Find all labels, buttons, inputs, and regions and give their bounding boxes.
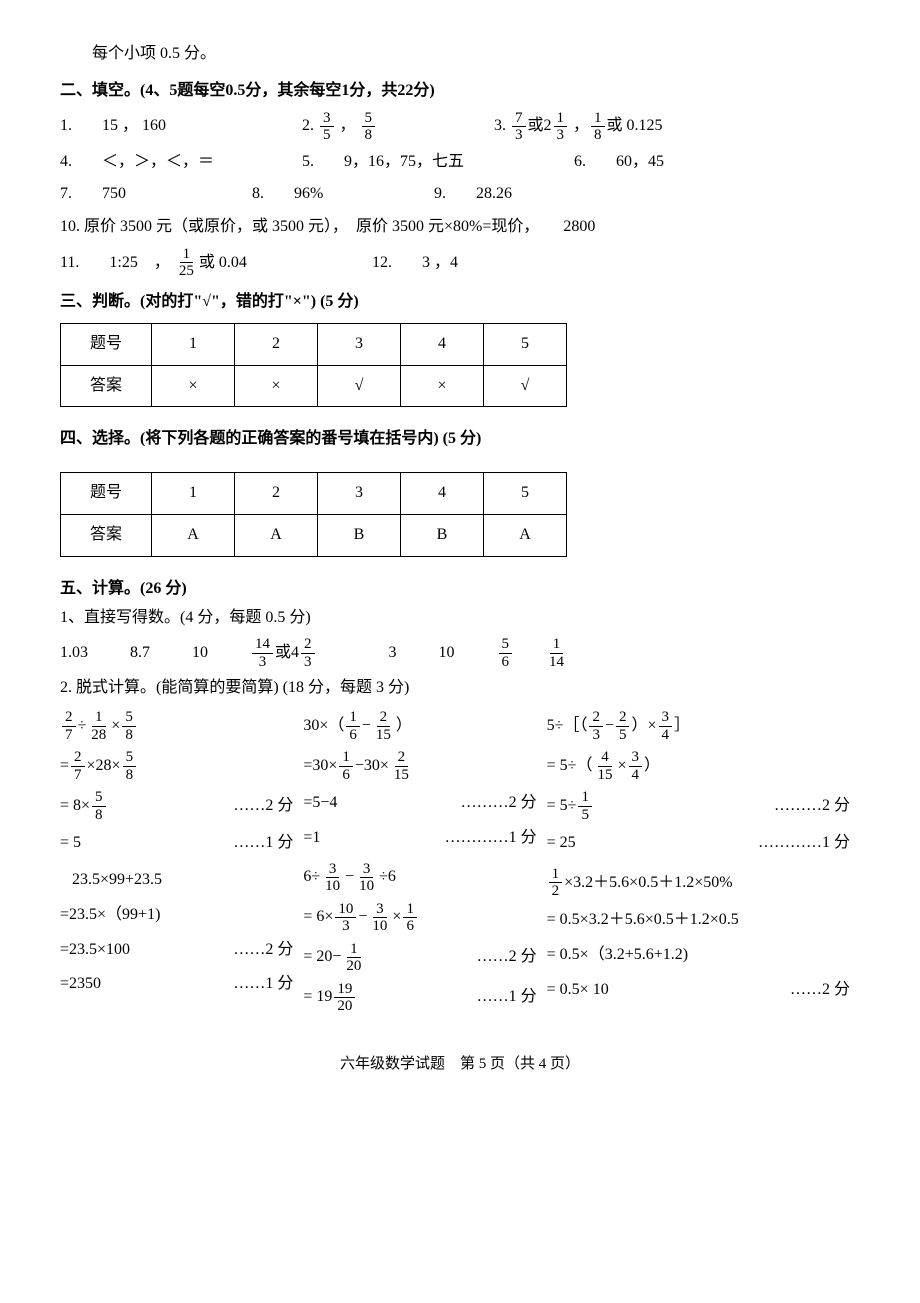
frac-3-5: 35 bbox=[320, 110, 334, 144]
a1: × bbox=[152, 365, 235, 407]
q2-label: 2. bbox=[302, 112, 314, 141]
worked-problems: 27 ÷ 128 × 58 = 27 ×28× 58 = 8× 58 ……2 分… bbox=[60, 703, 860, 1021]
q11-a: 1:25 ， bbox=[109, 249, 169, 278]
q12-text: 3 ，4 bbox=[422, 249, 458, 278]
arow-cell: 答案 bbox=[61, 514, 152, 556]
col-a: 27 ÷ 128 × 58 = 27 ×28× 58 = 8× 58 ……2 分… bbox=[60, 703, 303, 1021]
direct-answers: 1.03 8.7 10 143 或 4 23 3 10 56 114 bbox=[60, 636, 860, 670]
frac-7-3: 73 bbox=[512, 110, 526, 144]
q8-label: 8. bbox=[252, 180, 264, 209]
n3: 3 bbox=[318, 323, 401, 365]
q10-label: 10. bbox=[60, 213, 80, 242]
q11-label: 11. bbox=[60, 249, 79, 278]
col-b: 30×（ 16 − 215 ） =30× 16 −30× 215 =5−4………… bbox=[303, 703, 546, 1021]
q7-q9-row: 7. 750 8. 96% 9. 28.26 bbox=[60, 180, 860, 209]
sub1-head: 1、直接写得数。(4 分，每题 0.5 分) bbox=[60, 604, 860, 633]
a5: √ bbox=[484, 365, 567, 407]
n2: 2 bbox=[235, 323, 318, 365]
q4-label: 4. bbox=[60, 148, 72, 177]
sub2-head: 2. 脱式计算。(能简算的要简算) (18 分，每题 3 分) bbox=[60, 674, 860, 703]
a4: B bbox=[401, 514, 484, 556]
frac-14-3: 143 bbox=[252, 636, 273, 670]
q1-a: 15 bbox=[102, 112, 118, 141]
page-footer: 六年级数学试题 第 5 页（共 4 页） bbox=[60, 1051, 860, 1078]
a1: A bbox=[152, 514, 235, 556]
frac-1-8: 18 bbox=[591, 110, 605, 144]
q4-q6-row: 4. ＜，＞，＜，＝ 5. 9，16，75，七五 6. 60，45 bbox=[60, 148, 860, 177]
q6-label: 6. bbox=[574, 148, 586, 177]
hdr-cell: 题号 bbox=[61, 323, 152, 365]
q1-b: 160 bbox=[142, 112, 166, 141]
a3: B bbox=[318, 514, 401, 556]
top-note: 每个小项 0.5 分。 bbox=[92, 40, 860, 69]
d1: 1.03 bbox=[60, 639, 88, 668]
q10-row: 10. 原价 3500 元（或原价，或 3500 元）， 原价 3500 元×8… bbox=[60, 213, 860, 242]
section-3-head: 三、判断。(对的打"√"，错的打"×") (5 分) bbox=[60, 288, 860, 317]
a4: × bbox=[401, 365, 484, 407]
score-text: ……2 分 bbox=[213, 792, 293, 821]
n2: 2 bbox=[235, 473, 318, 515]
n5: 5 bbox=[484, 473, 567, 515]
d6: 10 bbox=[439, 639, 455, 668]
q9-text: 28.26 bbox=[476, 180, 512, 209]
d4-mw: 4 bbox=[291, 639, 299, 668]
q6-text: 60，45 bbox=[616, 148, 664, 177]
frac-5-6: 56 bbox=[499, 636, 513, 670]
q5-text: 9，16，75，七五 bbox=[344, 148, 464, 177]
a3: √ bbox=[318, 365, 401, 407]
q3-or: 或 bbox=[528, 112, 544, 141]
arow-cell: 答案 bbox=[61, 365, 152, 407]
n5: 5 bbox=[484, 323, 567, 365]
frac-1-3: 13 bbox=[554, 110, 568, 144]
q11-tail: 或 0.04 bbox=[199, 249, 247, 278]
q12-label: 12. bbox=[372, 249, 392, 278]
q8-text: 96% bbox=[294, 180, 323, 209]
q5-label: 5. bbox=[302, 148, 314, 177]
n4: 4 bbox=[401, 473, 484, 515]
q11-q12-row: 11. 1:25 ， 125 或 0.04 12. 3 ，4 bbox=[60, 246, 860, 280]
n1: 1 bbox=[152, 473, 235, 515]
section-4-head: 四、选择。(将下列各题的正确答案的番号填在括号内) (5 分) bbox=[60, 425, 860, 454]
section-2-head: 二、填空。(4、5题每空0.5分，其余每空1分，共22分) bbox=[60, 77, 860, 106]
q1-q3-row: 1. 15 ， 160 2. 35 ， 58 3. 73 或 2 13 ， 18… bbox=[60, 110, 860, 144]
q3-tail: 或 0.125 bbox=[607, 112, 663, 141]
d2: 8.7 bbox=[130, 639, 150, 668]
a5: A bbox=[484, 514, 567, 556]
table-choice: 题号 1 2 3 4 5 答案 A A B B A bbox=[60, 472, 567, 557]
q7-text: 750 bbox=[102, 180, 126, 209]
q3-mixed-whole: 2 bbox=[544, 112, 552, 141]
frac-2-3: 23 bbox=[301, 636, 315, 670]
n1: 1 bbox=[152, 323, 235, 365]
section-5-head: 五、计算。(26 分) bbox=[60, 575, 860, 604]
q3-label: 3. bbox=[494, 112, 506, 141]
q9-label: 9. bbox=[434, 180, 446, 209]
frac-1-14: 114 bbox=[546, 636, 567, 670]
q7-label: 7. bbox=[60, 180, 72, 209]
frac-1-25: 125 bbox=[176, 246, 197, 280]
d3: 10 bbox=[192, 639, 208, 668]
a2: × bbox=[235, 365, 318, 407]
n4: 4 bbox=[401, 323, 484, 365]
d5: 3 bbox=[389, 639, 397, 668]
frac-5-8: 58 bbox=[362, 110, 376, 144]
a2: A bbox=[235, 514, 318, 556]
q1-label: 1. bbox=[60, 112, 72, 141]
d4-or: 或 bbox=[275, 639, 291, 668]
q10-text: 原价 3500 元（或原价，或 3500 元）， 原价 3500 元×80%=现… bbox=[84, 213, 595, 242]
score-text: ……1 分 bbox=[213, 829, 293, 858]
hdr-cell: 题号 bbox=[61, 473, 152, 515]
n3: 3 bbox=[318, 473, 401, 515]
table-judge: 题号 1 2 3 4 5 答案 × × √ × √ bbox=[60, 323, 567, 408]
col-c: 5÷［（ 23 − 25 ）× 34 ］ = 5÷（ 415 × 34 ） = … bbox=[547, 703, 860, 1021]
q4-text: ＜，＞，＜，＝ bbox=[102, 148, 214, 177]
